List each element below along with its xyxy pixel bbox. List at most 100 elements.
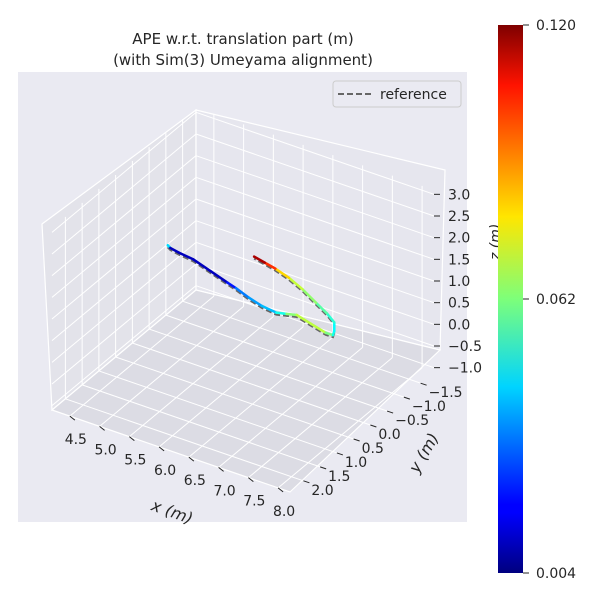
- x-tick-mark: [99, 426, 105, 431]
- trajectory-segment: [260, 304, 278, 314]
- grid-line-y-floor: [165, 314, 405, 398]
- y-tick-label: −1.0: [412, 399, 446, 415]
- colorbar-mid-label: 0.062: [536, 292, 576, 308]
- grid-line-x-floor: [99, 306, 244, 427]
- x-tick-label: 5.5: [124, 453, 146, 469]
- trajectory-segment: [275, 311, 288, 316]
- grid-line-z-side: [51, 133, 197, 255]
- z-tick-label: 3.0: [448, 187, 470, 203]
- grid-line-z-side: [51, 285, 197, 407]
- trajectory-segment: [226, 281, 238, 290]
- y-tick-label: 0.5: [362, 441, 384, 457]
- chart-title-line2: (with Sim(3) Umeyama alignment): [113, 51, 373, 69]
- y-tick-label: 1.5: [328, 469, 350, 485]
- grid-line-z-back: [195, 176, 435, 260]
- grid-line-z-side: [51, 241, 197, 363]
- grid-line-x-floor: [69, 295, 215, 417]
- legend-reference-label: reference: [380, 87, 447, 103]
- y-tick-label: 0.0: [378, 427, 400, 443]
- grid-line-y-floor: [148, 328, 388, 412]
- trajectory-segment: [192, 258, 212, 273]
- trajectory-segment: [301, 287, 318, 305]
- y-tick-label: 2.0: [311, 483, 333, 499]
- x-axis-ticks: 4.5 5.0 5.5 6.0 6.5 7.0 7.5 8.0: [65, 415, 295, 520]
- grid-line-x-floor: [158, 326, 304, 448]
- grid-line-x-floor: [277, 367, 423, 489]
- grid-line-y-floor: [132, 342, 371, 426]
- colorbar-max-label: 0.120: [536, 18, 576, 34]
- grid-line-z-back: [195, 220, 435, 304]
- x-tick-label: 5.0: [94, 442, 116, 458]
- grid-lines: [51, 111, 435, 489]
- x-tick-label: 4.5: [65, 432, 87, 448]
- y-tick-mark: [353, 438, 360, 442]
- grid-line-z-side: [51, 155, 197, 277]
- grid-line-x-floor: [129, 316, 274, 438]
- reference-trajectory-line: [166, 246, 336, 339]
- grid-line-z-side: [51, 263, 197, 385]
- grid-line-x-floor: [188, 336, 334, 458]
- grid-line-z-side: [51, 111, 197, 233]
- xy-pane: [50, 289, 442, 493]
- reference-trajectory: [166, 246, 336, 339]
- trajectory-segment: [252, 255, 266, 264]
- x-tick-mark: [158, 446, 165, 452]
- y-tick-label: −0.5: [395, 413, 429, 429]
- y-tick-label: 1.0: [345, 455, 367, 471]
- x-tick-label: 8.0: [273, 504, 295, 520]
- z-tick-label: −0.5: [448, 339, 482, 355]
- z-tick-label: 1.5: [448, 252, 470, 268]
- trajectory-segment: [314, 301, 328, 315]
- grid-line-y-floor: [98, 370, 338, 454]
- y-tick-mark: [303, 480, 310, 484]
- grid-line-x-floor: [218, 347, 363, 468]
- trajectory-segment: [309, 322, 327, 335]
- x-tick-mark: [277, 487, 284, 493]
- grid-line-x-floor: [248, 357, 393, 479]
- trajectory-segment: [263, 261, 277, 270]
- y-tick-mark: [370, 424, 377, 428]
- grid-line-y-floor: [115, 356, 354, 440]
- chart-title-line1: APE w.r.t. translation part (m): [132, 30, 353, 48]
- grid-line-y-floor: [182, 300, 421, 384]
- trajectory-segment: [209, 269, 229, 284]
- z-tick-label: −1.0: [448, 361, 482, 377]
- trajectory-segment: [169, 246, 181, 254]
- z-tick-label: 0.5: [448, 296, 470, 312]
- grid-line-z-back: [195, 155, 435, 239]
- z-tick-label: 2.0: [448, 231, 470, 247]
- colorbar: 0.120 0.062 0.004: [498, 18, 576, 582]
- trajectory-segment: [287, 276, 304, 291]
- x-tick-label: 6.0: [154, 463, 176, 479]
- grid-line-z-side: [51, 220, 197, 342]
- colorbar-gradient: [498, 25, 523, 573]
- grid-line-y-floor: [65, 398, 304, 482]
- z-tick-label: 0.0: [448, 317, 470, 333]
- trajectory-segment: [234, 286, 251, 299]
- x-tick-mark: [248, 477, 254, 483]
- trajectory-segment: [325, 311, 336, 324]
- x-tick-label: 7.0: [213, 483, 235, 499]
- grid-line-z-side: [51, 198, 197, 320]
- z-tick-label: 2.5: [448, 209, 470, 225]
- x-tick-label: 7.5: [243, 494, 265, 510]
- trajectory-segment: [324, 331, 335, 337]
- grid-line-z-back: [195, 241, 435, 325]
- legend: reference: [332, 80, 462, 108]
- y-tick-mark: [319, 466, 327, 470]
- grid-line-z-back: [195, 198, 435, 282]
- y-tick-mark: [403, 396, 411, 400]
- y-tick-mark: [336, 452, 344, 456]
- grid-line-z-side: [51, 176, 197, 298]
- trajectory-segment: [274, 267, 291, 280]
- legend-box: [332, 80, 462, 108]
- x-tick-label: 6.5: [184, 473, 206, 489]
- x-tick-mark: [69, 415, 76, 421]
- estimated-trajectory: [166, 244, 336, 337]
- trajectory-segment: [247, 296, 264, 308]
- grid-line-y-floor: [81, 384, 321, 468]
- y-tick-label: −1.5: [429, 385, 463, 401]
- pane-group: [41, 108, 446, 493]
- z-tick-label: 1.0: [448, 274, 470, 290]
- trajectory-segment: [285, 312, 298, 317]
